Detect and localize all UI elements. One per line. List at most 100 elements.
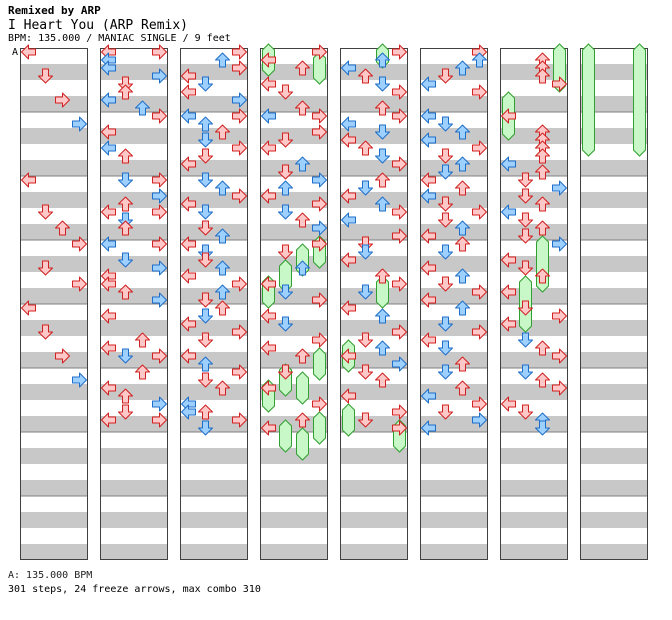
beat-stripe	[500, 544, 568, 560]
step-arrow-up	[375, 340, 390, 356]
step-arrow-up	[535, 220, 550, 236]
step-arrow-left	[261, 76, 276, 92]
beat-stripe	[340, 544, 408, 560]
step-arrow-left	[261, 140, 276, 156]
beat-stripe	[100, 320, 168, 336]
step-arrow-down	[438, 148, 453, 164]
step-arrow-right	[312, 220, 327, 236]
step-arrow-up	[55, 220, 70, 236]
step-arrow-down	[358, 412, 373, 428]
song-title: I Heart You (ARP Remix)	[8, 18, 189, 33]
step-arrow-left	[501, 156, 516, 172]
step-arrow-down	[438, 116, 453, 132]
step-arrow-down	[38, 260, 53, 276]
step-arrow-up	[455, 380, 470, 396]
step-arrow-right	[232, 60, 247, 76]
step-arrow-down	[198, 204, 213, 220]
step-arrow-up	[198, 404, 213, 420]
beat-stripe	[20, 64, 88, 80]
beat-stripe	[500, 512, 568, 528]
step-arrow-down	[358, 180, 373, 196]
beat-stripe	[340, 320, 408, 336]
beat-stripe	[180, 192, 248, 208]
beat-stripe	[180, 256, 248, 272]
beat-stripe	[580, 288, 648, 304]
step-arrow-left	[101, 276, 116, 292]
step-arrow-down	[278, 364, 293, 380]
freeze-arrow	[313, 347, 326, 381]
step-arrow-right	[472, 396, 487, 412]
step-arrow-right	[552, 76, 567, 92]
beat-stripe	[260, 192, 328, 208]
step-arrow-left	[421, 228, 436, 244]
step-arrow-left	[181, 196, 196, 212]
beat-stripe	[580, 352, 648, 368]
step-arrow-left	[261, 420, 276, 436]
step-arrow-up	[118, 84, 133, 100]
step-arrow-right	[472, 140, 487, 156]
step-arrow-left	[341, 132, 356, 148]
beat-stripe	[20, 128, 88, 144]
step-arrow-right	[152, 172, 167, 188]
step-arrow-down	[118, 348, 133, 364]
step-arrow-up	[375, 100, 390, 116]
beat-stripe	[580, 64, 648, 80]
step-arrow-down	[438, 316, 453, 332]
step-arrow-right	[72, 116, 87, 132]
step-arrow-right	[552, 380, 567, 396]
bpm-summary: A: 135.000 BPM	[8, 570, 93, 581]
step-arrow-down	[518, 260, 533, 276]
step-arrow-left	[501, 284, 516, 300]
step-arrow-right	[392, 84, 407, 100]
step-arrow-up	[135, 100, 150, 116]
beat-stripe	[100, 96, 168, 112]
beat-stripe	[500, 448, 568, 464]
beat-stripe	[580, 192, 648, 208]
step-arrow-left	[21, 172, 36, 188]
step-arrow-right	[392, 404, 407, 420]
step-arrow-right	[552, 236, 567, 252]
step-arrow-right	[552, 308, 567, 324]
step-arrow-right	[312, 292, 327, 308]
beat-stripe	[180, 96, 248, 112]
step-arrow-left	[341, 300, 356, 316]
step-arrow-left	[21, 300, 36, 316]
beat-stripe	[340, 512, 408, 528]
step-arrow-left	[341, 348, 356, 364]
step-arrow-right	[232, 108, 247, 124]
beat-stripe	[260, 256, 328, 272]
step-arrow-left	[181, 156, 196, 172]
step-arrow-down	[38, 68, 53, 84]
step-arrow-up	[295, 412, 310, 428]
beat-stripe	[500, 64, 568, 80]
beat-stripe	[340, 160, 408, 176]
beat-stripe	[500, 128, 568, 144]
step-arrow-left	[101, 340, 116, 356]
step-arrow-right	[552, 348, 567, 364]
step-arrow-left	[421, 420, 436, 436]
beat-stripe	[340, 128, 408, 144]
step-arrow-left	[101, 380, 116, 396]
step-arrow-down	[118, 76, 133, 92]
step-arrow-right	[472, 284, 487, 300]
beat-stripe	[580, 416, 648, 432]
column-border	[20, 48, 88, 560]
step-arrow-right	[152, 108, 167, 124]
step-arrow-up	[535, 164, 550, 180]
beat-stripe	[100, 384, 168, 400]
beat-stripe	[420, 128, 488, 144]
step-arrow-up	[455, 300, 470, 316]
beat-stripe	[180, 480, 248, 496]
step-arrow-right	[152, 396, 167, 412]
beat-stripe	[420, 288, 488, 304]
step-arrow-up	[215, 380, 230, 396]
beat-stripe	[500, 320, 568, 336]
beat-stripe	[420, 480, 488, 496]
beat-stripe	[180, 416, 248, 432]
step-arrow-left	[101, 124, 116, 140]
beat-stripe	[500, 480, 568, 496]
beat-stripe	[100, 128, 168, 144]
step-arrow-down	[518, 228, 533, 244]
beat-stripe	[180, 224, 248, 240]
step-arrow-left	[261, 308, 276, 324]
